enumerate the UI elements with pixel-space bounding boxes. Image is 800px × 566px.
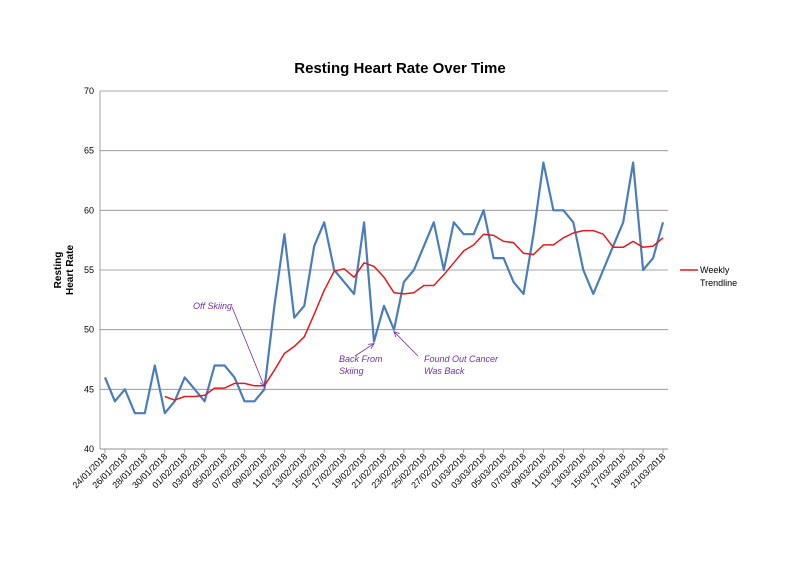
- annotation-arrowhead: [393, 331, 400, 338]
- annotation-arrow: [231, 306, 265, 387]
- y-tick-label: 55: [84, 265, 94, 275]
- annotation-arrowhead: [259, 380, 266, 388]
- y-tick-label: 60: [84, 205, 94, 215]
- annotation-text: Found Out Cancer: [424, 354, 499, 364]
- y-tick-label: 45: [84, 384, 94, 394]
- annotation-arrow: [354, 343, 375, 357]
- y-tick-label: 65: [84, 146, 94, 156]
- annotation-text: Skiing: [339, 366, 364, 376]
- chart-title: Resting Heart Rate Over Time: [294, 60, 506, 77]
- y-axis-label-line: Resting: [53, 252, 64, 289]
- y-tick-label: 70: [84, 86, 94, 96]
- y-axis-label: RestingHeart Rate: [53, 245, 76, 295]
- annotation-arrowhead: [368, 343, 375, 349]
- legend-label: Trendline: [700, 278, 737, 288]
- y-tick-label: 50: [84, 325, 94, 335]
- series-line-trendline: [164, 229, 664, 401]
- y-tick-label: 40: [84, 444, 94, 454]
- series-line-daily: [103, 161, 665, 415]
- annotation-text: Back From: [339, 354, 383, 364]
- legend-label: Weekly: [700, 265, 730, 275]
- y-axis-label-line: Heart Rate: [65, 245, 76, 295]
- annotation-text: Off Skiing: [193, 301, 232, 311]
- annotation-text: Was Back: [424, 366, 465, 376]
- annotation-arrow: [393, 331, 419, 357]
